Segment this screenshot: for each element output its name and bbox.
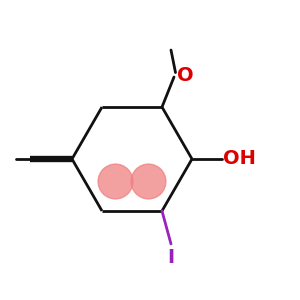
Text: I: I	[167, 248, 175, 268]
Circle shape	[131, 164, 166, 199]
Circle shape	[98, 164, 133, 199]
Text: OH: OH	[224, 149, 256, 169]
Text: O: O	[177, 66, 194, 85]
